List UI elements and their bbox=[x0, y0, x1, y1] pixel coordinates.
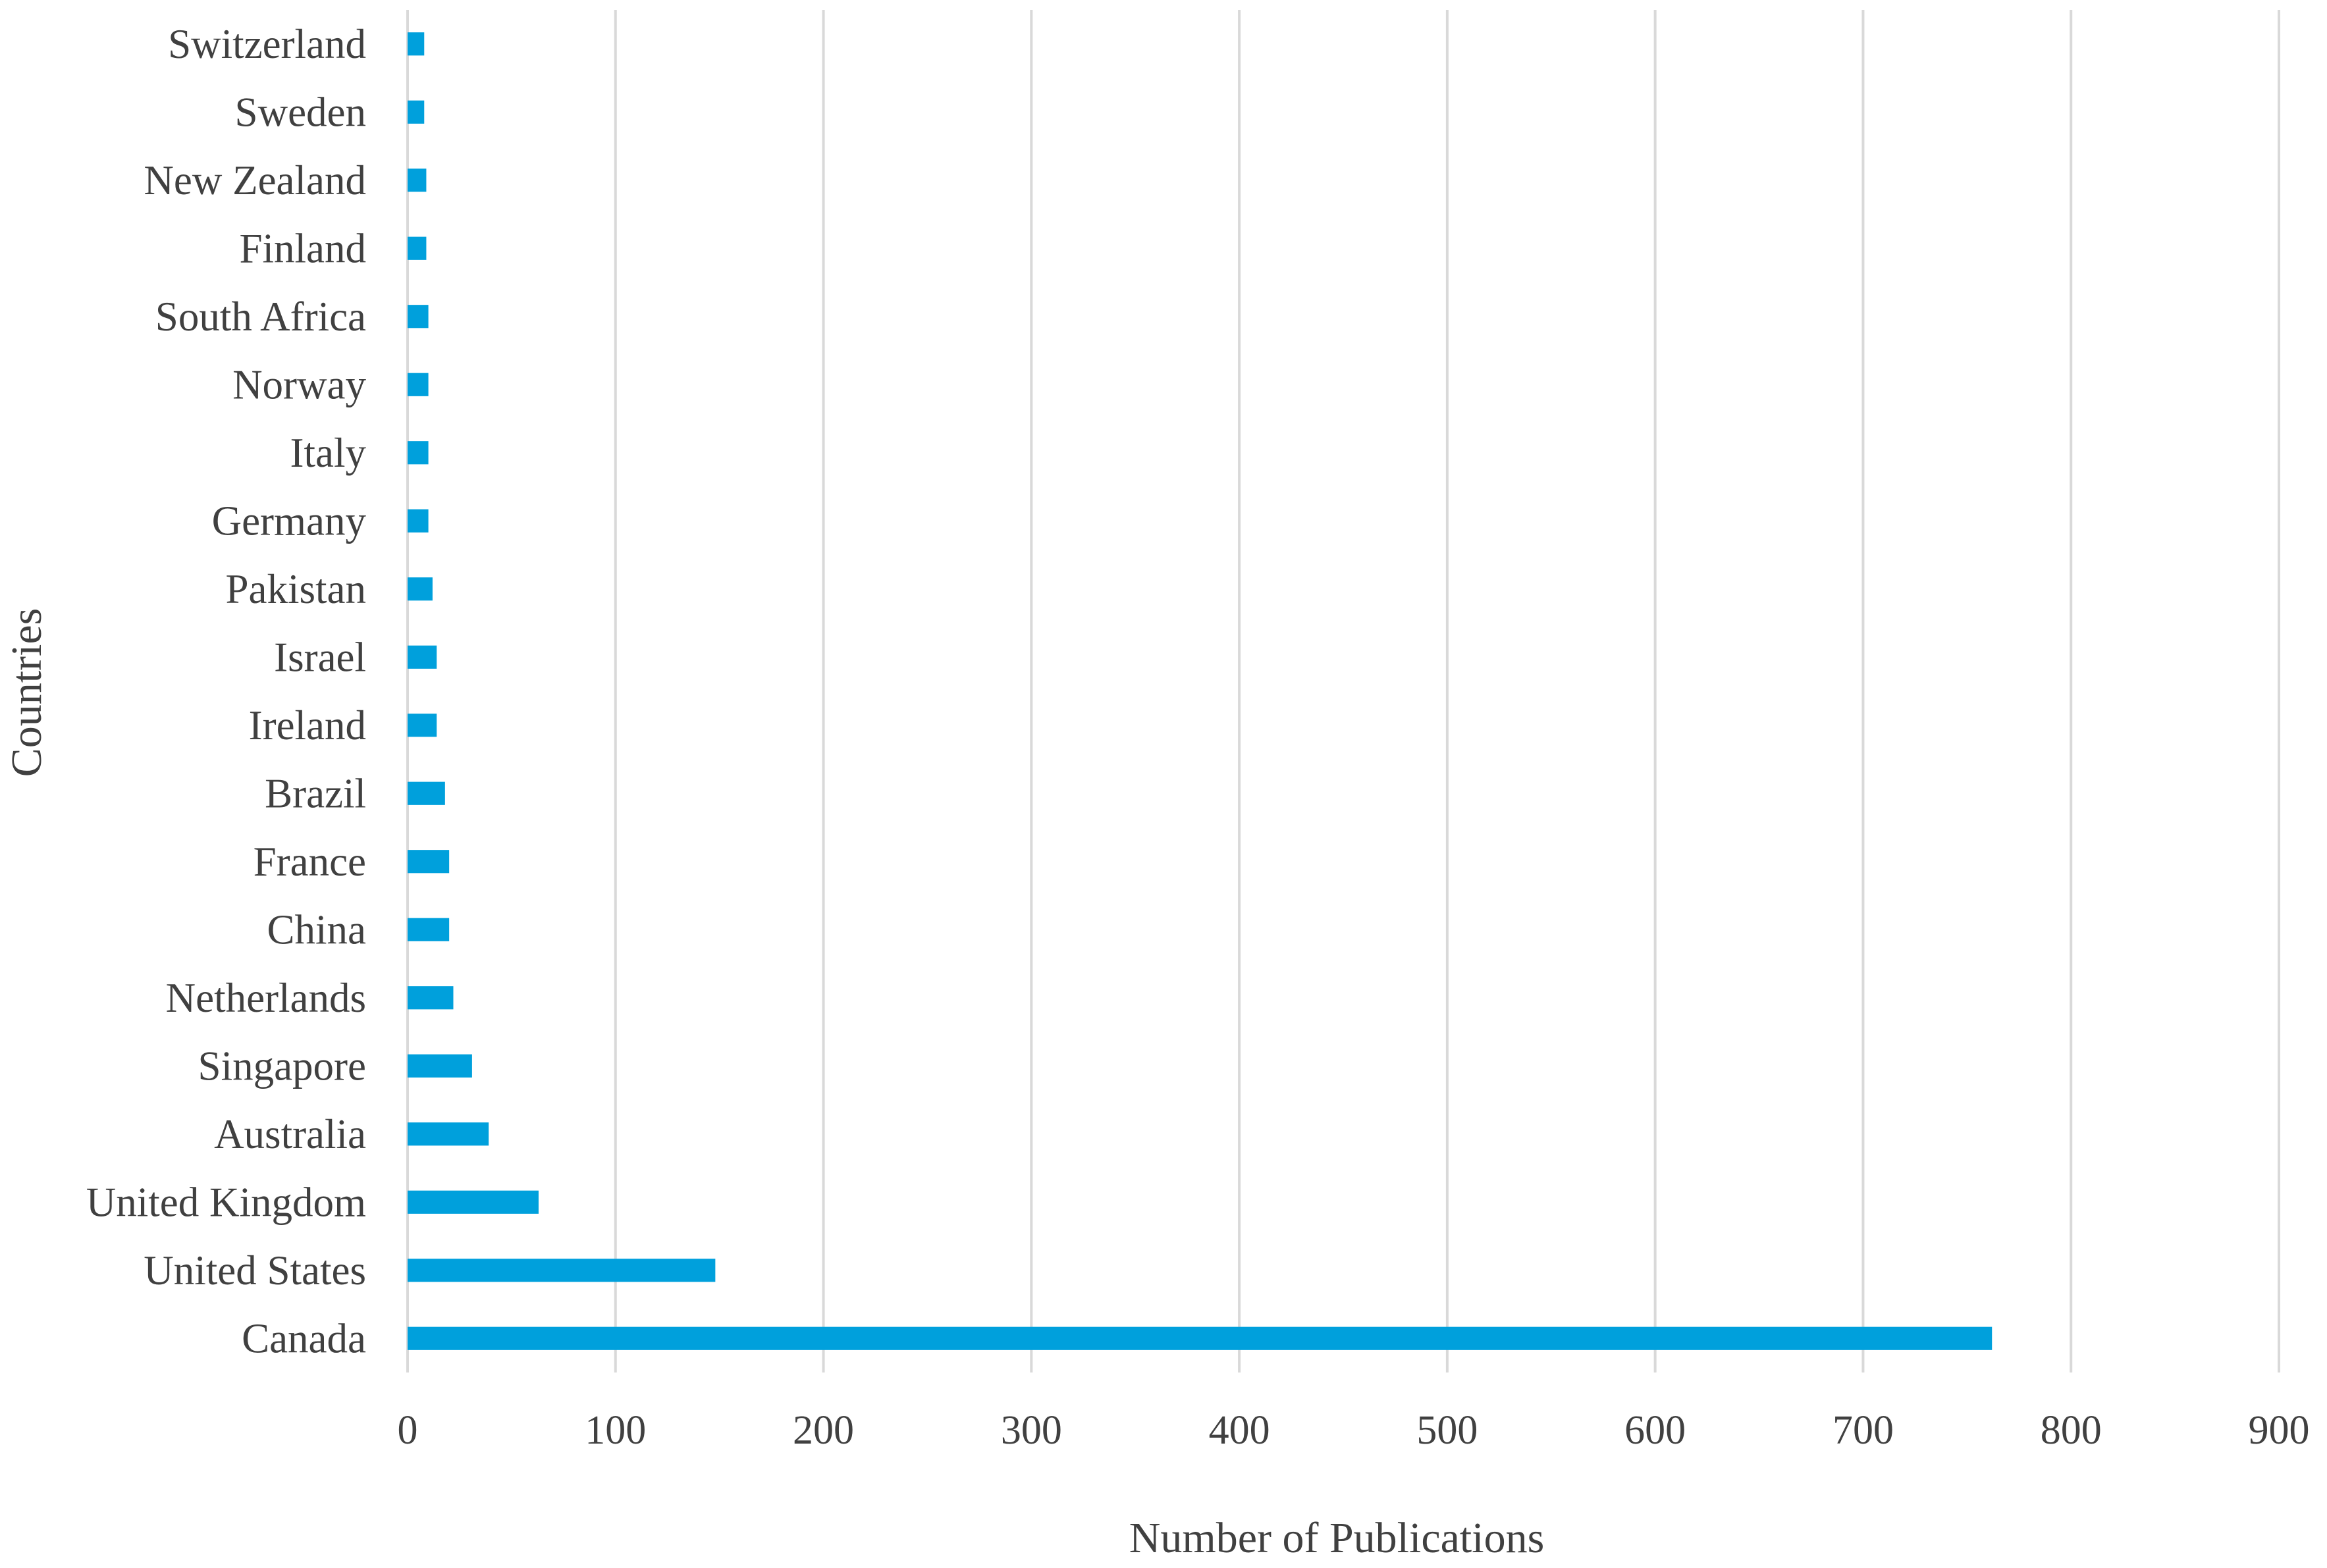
bar-pakistan bbox=[408, 577, 433, 601]
bar-south-africa bbox=[408, 305, 429, 328]
bar-italy bbox=[408, 441, 429, 465]
category-label: New Zealand bbox=[144, 157, 366, 203]
x-tick-label: 500 bbox=[1416, 1408, 1478, 1453]
category-label: Netherlands bbox=[166, 975, 366, 1021]
category-label: Sweden bbox=[235, 89, 366, 135]
x-tick-label: 400 bbox=[1209, 1408, 1270, 1453]
category-label: Norway bbox=[232, 361, 366, 407]
category-label: South Africa bbox=[155, 294, 366, 340]
x-tick-label: 900 bbox=[2249, 1408, 2310, 1453]
bars bbox=[408, 32, 1993, 1350]
bar-switzerland bbox=[408, 32, 425, 56]
category-label: United Kingdom bbox=[86, 1179, 366, 1225]
category-label: Australia bbox=[214, 1111, 366, 1157]
x-tick-label: 100 bbox=[585, 1408, 646, 1453]
category-label: United States bbox=[144, 1247, 366, 1294]
category-label: Switzerland bbox=[168, 21, 366, 67]
bar-china bbox=[408, 918, 450, 941]
bar-australia bbox=[408, 1122, 489, 1146]
bar-ireland bbox=[408, 714, 437, 737]
category-label: Germany bbox=[212, 498, 367, 544]
category-label: Italy bbox=[290, 430, 367, 476]
bar-netherlands bbox=[408, 986, 454, 1010]
y-axis-title: Countries bbox=[3, 608, 51, 777]
category-label: China bbox=[267, 906, 367, 953]
bar-united-states bbox=[408, 1259, 716, 1282]
y-category-labels: Canada United States United Kingdom Austral… bbox=[86, 21, 367, 1362]
x-axis-title: Number of Publications bbox=[1129, 1514, 1545, 1562]
category-label: Ireland bbox=[249, 702, 366, 748]
bar-singapore bbox=[408, 1054, 472, 1078]
bar-germany bbox=[408, 509, 429, 533]
bar-norway bbox=[408, 373, 429, 396]
x-tick-label: 300 bbox=[1001, 1408, 1062, 1453]
bar-brazil bbox=[408, 781, 445, 805]
x-tick-label: 800 bbox=[2041, 1408, 2102, 1453]
x-tick-label: 200 bbox=[793, 1408, 854, 1453]
bar-sweden bbox=[408, 100, 425, 124]
category-label: Brazil bbox=[265, 770, 366, 816]
category-label: France bbox=[254, 839, 366, 885]
gridlines bbox=[406, 10, 2280, 1372]
bar-france bbox=[408, 850, 450, 874]
x-tick-label: 700 bbox=[1832, 1408, 1894, 1453]
category-label: Singapore bbox=[198, 1043, 366, 1089]
x-tick-label: 0 bbox=[398, 1408, 418, 1453]
category-label: Canada bbox=[242, 1315, 366, 1361]
category-label: Finland bbox=[239, 225, 366, 271]
category-label: Pakistan bbox=[226, 566, 367, 612]
category-label: Israel bbox=[274, 634, 366, 680]
x-tick-labels: 0 100 200 300 400 500 600 700 800 900 bbox=[398, 1408, 2310, 1453]
bar-finland bbox=[408, 236, 427, 260]
bar-canada bbox=[408, 1326, 1993, 1350]
bar-israel bbox=[408, 645, 437, 669]
x-tick-label: 600 bbox=[1624, 1408, 1686, 1453]
bar-united-kingdom bbox=[408, 1190, 539, 1214]
bar-new-zealand bbox=[408, 169, 427, 192]
